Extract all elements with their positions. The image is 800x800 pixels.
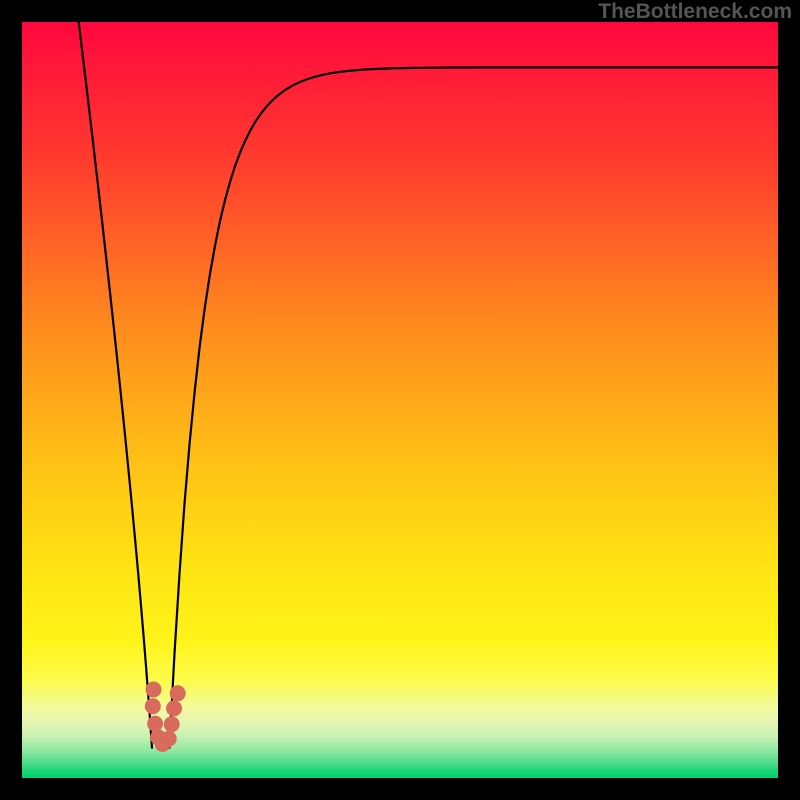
bottleneck-curve xyxy=(169,67,778,747)
data-marker xyxy=(166,700,182,716)
data-marker xyxy=(161,731,177,747)
plot-area xyxy=(22,22,778,778)
data-marker xyxy=(146,682,162,698)
data-marker xyxy=(145,698,161,714)
curve-layer xyxy=(22,22,778,778)
watermark-text: TheBottleneck.com xyxy=(598,0,792,24)
data-marker xyxy=(147,716,163,732)
data-marker xyxy=(170,685,186,701)
bottleneck-curve xyxy=(79,22,152,748)
chart-container: TheBottleneck.com xyxy=(0,0,800,800)
data-marker xyxy=(164,716,180,732)
